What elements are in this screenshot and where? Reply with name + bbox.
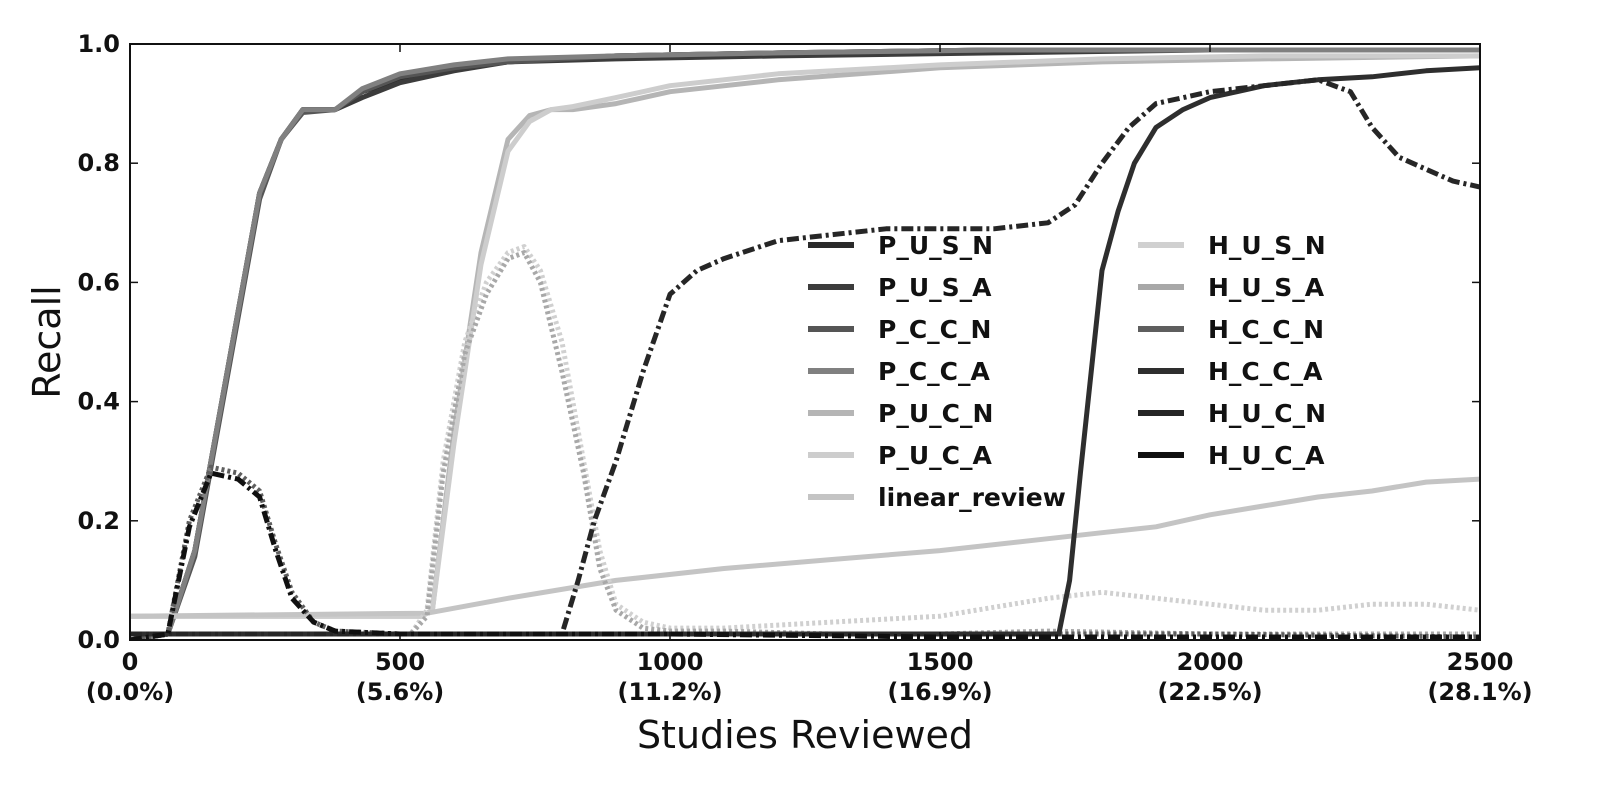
series-line-p-u-s-n xyxy=(130,47,1480,640)
x-tick-label: 2000 xyxy=(1177,648,1244,676)
series-layer xyxy=(130,47,1480,640)
legend-label-h-c-c-a: H_C_C_A xyxy=(1208,357,1323,386)
legend-label-p-c-c-a: P_C_C_A xyxy=(878,357,991,386)
legend-label-h-u-c-a: H_U_C_A xyxy=(1208,441,1325,470)
legend-label-h-u-s-n: H_U_S_N xyxy=(1208,231,1326,260)
plot-frame xyxy=(129,43,1481,641)
legend-label-p-u-s-a: P_U_S_A xyxy=(878,273,992,302)
legend-label-p-c-c-n: P_C_C_N xyxy=(878,315,991,344)
legend-label-h-u-s-a: H_U_S_A xyxy=(1208,273,1325,302)
series-line-h-u-c-n xyxy=(130,77,1480,637)
ticks-layer: 0(0.0%) 500(5.6%) 1000(11.2%) 1500(16.9%) 20… xyxy=(77,30,1532,706)
x-tick-label: 0 xyxy=(122,648,139,676)
legend-label-linear-review: linear_review xyxy=(878,483,1066,512)
legend-label-p-u-c-a: P_U_C_A xyxy=(878,441,992,470)
series-line-linear-review xyxy=(130,476,1480,619)
x-axis-title: Studies Reviewed xyxy=(637,713,973,757)
legend-label-p-u-s-n: P_U_S_N xyxy=(878,231,993,260)
y-tick-label: 0.0 xyxy=(77,626,120,654)
x-tick-sublabel: (11.2%) xyxy=(617,678,722,706)
series-line-p-u-c-a xyxy=(130,53,1480,619)
legend-label-h-c-c-n: H_C_C_N xyxy=(1208,315,1324,344)
series-line-h-u-c-a xyxy=(130,470,1480,640)
x-tick-sublabel: (16.9%) xyxy=(887,678,992,706)
series-line-h-c-c-a xyxy=(130,65,1480,637)
series-line-h-u-s-n xyxy=(130,244,1480,637)
x-tick-label: 1000 xyxy=(637,648,704,676)
x-tick-sublabel: (5.6%) xyxy=(356,678,445,706)
x-tick-label: 2500 xyxy=(1447,648,1514,676)
y-tick-label: 0.4 xyxy=(77,388,120,416)
legend-label-h-u-c-n: H_U_C_N xyxy=(1208,399,1326,428)
series-line-p-u-s-a xyxy=(130,47,1480,640)
y-axis-title: Recall xyxy=(25,285,69,398)
x-tick-sublabel: (22.5%) xyxy=(1157,678,1262,706)
x-tick-label: 1500 xyxy=(907,648,974,676)
y-tick-label: 0.6 xyxy=(77,268,120,296)
legend: P_U_S_N P_U_S_A P_C_C_N P_C_C_A P_U_C_N P_U_C… xyxy=(808,231,1326,512)
legend-label-p-u-c-n: P_U_C_N xyxy=(878,399,993,428)
x-tick-sublabel: (0.0%) xyxy=(86,678,175,706)
series-line-p-c-c-n xyxy=(130,47,1480,640)
y-tick-label: 1.0 xyxy=(77,30,120,58)
y-tick-label: 0.2 xyxy=(77,507,120,535)
x-tick-label: 500 xyxy=(375,648,425,676)
x-tick-sublabel: (28.1%) xyxy=(1427,678,1532,706)
series-line-p-c-c-a xyxy=(130,47,1480,640)
y-tick-label: 0.8 xyxy=(77,149,120,177)
